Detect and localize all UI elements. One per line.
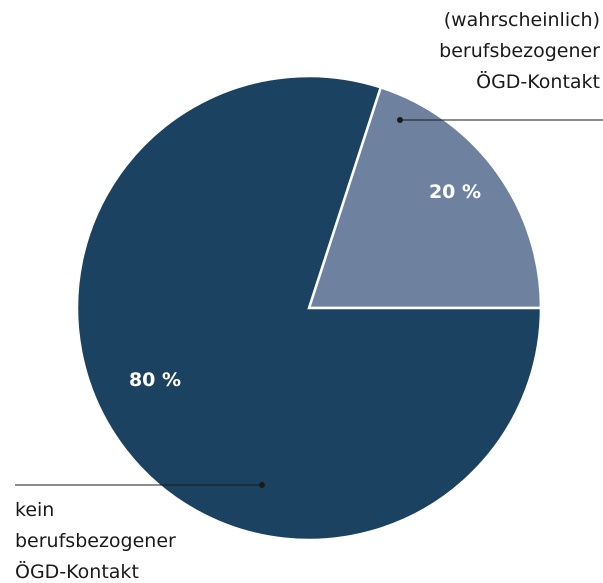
label-line: (wahrscheinlich) — [444, 9, 600, 31]
leader-dot — [259, 482, 265, 488]
pie-slice — [307, 85, 543, 310]
label-line: ÖGD-Kontakt — [15, 560, 139, 583]
leader-dot — [397, 117, 403, 123]
label-line: berufsbezogener — [439, 40, 600, 62]
category-label: kein berufsbezogener ÖGD-Kontakt — [15, 499, 176, 583]
value-label: 20 % — [429, 181, 481, 203]
label-line: kein — [15, 499, 54, 521]
pie-slice — [75, 74, 543, 542]
category-label: (wahrscheinlich) berufsbezogener ÖGD-Konta… — [439, 9, 600, 93]
label-line: ÖGD-Kontakt — [476, 70, 600, 93]
value-label: 80 % — [129, 369, 181, 391]
label-line: berufsbezogener — [15, 530, 176, 552]
